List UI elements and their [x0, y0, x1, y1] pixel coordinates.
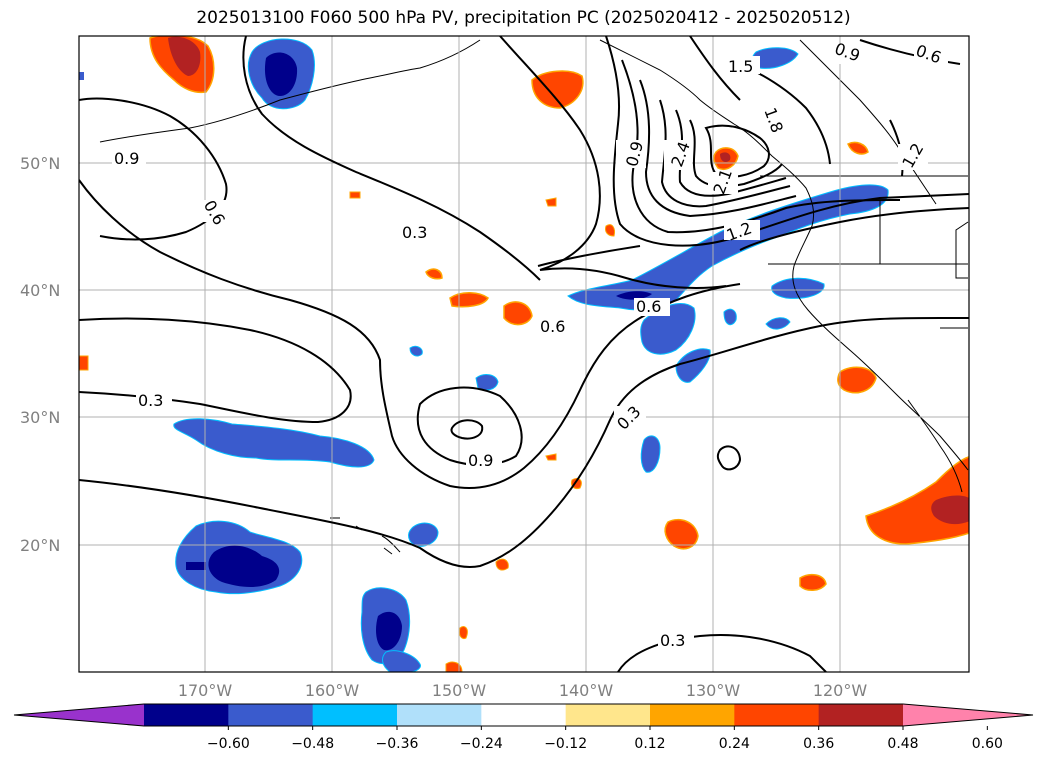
- graticule: [79, 36, 969, 672]
- lon-label: 160°W: [305, 681, 360, 700]
- pv-label: 0.9: [114, 149, 139, 168]
- lat-label: 40°N: [20, 281, 60, 300]
- lon-label: 170°W: [178, 681, 233, 700]
- colorbar-segment: [228, 704, 314, 726]
- lon-label: 140°W: [559, 681, 614, 700]
- precip-positive-anomalies: [79, 36, 969, 672]
- colorbar-segment: [734, 704, 820, 726]
- pv-contours: [79, 36, 969, 672]
- map-title: 2025013100 F060 500 hPa PV, precipitatio…: [196, 8, 851, 28]
- colorbar-outline: [13, 703, 1034, 727]
- colorbar-segment: [481, 704, 567, 726]
- latitude-labels: 50°N 40°N 30°N 20°N: [20, 154, 60, 555]
- colorbar-tick-label: −0.60: [207, 736, 250, 752]
- colorbar-tick-label: 0.24: [719, 736, 750, 752]
- colorbar-tick-label: −0.24: [460, 736, 503, 752]
- colorbar: −0.60 −0.48 −0.36 −0.24 −0.12 0.12 0.24 0.36 0.4…: [13, 703, 1034, 752]
- pv-label: 1.5: [728, 57, 753, 76]
- colorbar-segment: [818, 704, 904, 726]
- colorbar-segment: [397, 704, 482, 726]
- colorbar-tick-label: −0.36: [376, 736, 419, 752]
- lon-label: 130°W: [686, 681, 741, 700]
- pv-label: 0.6: [636, 297, 661, 316]
- map-frame: [78, 35, 970, 673]
- pv-label: 0.3: [138, 391, 163, 410]
- colorbar-tick-label: 0.12: [634, 736, 665, 752]
- lat-label: 30°N: [20, 408, 60, 427]
- colorbar-segment: [565, 704, 651, 726]
- coastlines: [99, 39, 969, 555]
- colorbar-extend-high: [903, 704, 1033, 726]
- pv-contour-labels: 0.9 0.6 0.3 0.3 0.6 0.6 0.9 0.3 0.9 0.3 …: [112, 39, 948, 650]
- precip-negative-anomalies: [79, 38, 889, 672]
- colorbar-tick-label: −0.12: [544, 736, 587, 752]
- colorbar-tick-label: 0.60: [972, 736, 1003, 752]
- colorbar-segment: [312, 704, 398, 726]
- colorbar-tick-label: 0.36: [803, 736, 834, 752]
- longitude-labels: 170°W 160°W 150°W 140°W 130°W 120°W: [178, 681, 868, 700]
- pv-label: 0.3: [660, 631, 685, 650]
- pv-label: 0.3: [402, 223, 427, 242]
- colorbar-segment: [650, 704, 735, 726]
- pv-label: 0.9: [468, 451, 493, 470]
- colorbar-tick-label: 0.48: [887, 736, 918, 752]
- lat-label: 20°N: [20, 536, 60, 555]
- pv-label: 0.6: [540, 317, 565, 336]
- colorbar-extend-low: [14, 704, 144, 726]
- lon-label: 120°W: [813, 681, 868, 700]
- colorbar-segment: [144, 704, 229, 726]
- colorbar-tick-label: −0.48: [291, 736, 334, 752]
- lon-label: 150°W: [432, 681, 487, 700]
- lat-label: 50°N: [20, 154, 60, 173]
